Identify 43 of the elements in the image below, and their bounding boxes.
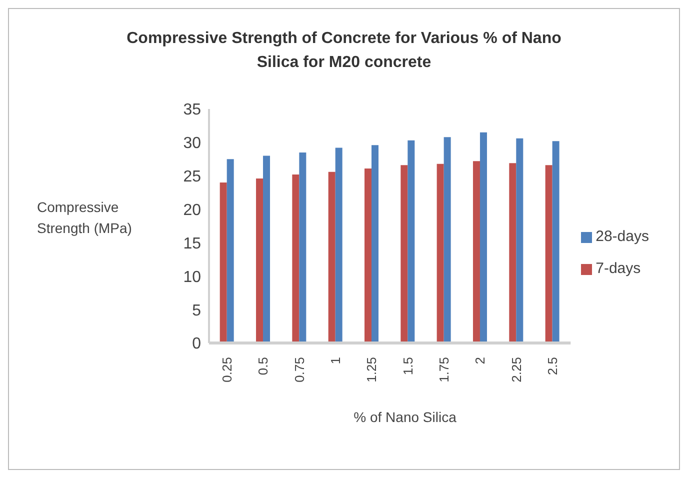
- bar: [552, 141, 560, 343]
- bar: [444, 137, 451, 343]
- bar: [545, 165, 552, 343]
- bar: [408, 140, 415, 343]
- x-axis-title: % of Nano Silica: [352, 409, 458, 425]
- x-tick-label: 2: [472, 357, 488, 364]
- bar: [364, 168, 372, 343]
- bar: [436, 164, 444, 343]
- y-tick-label: 5: [192, 302, 202, 320]
- y-tick-label: 15: [183, 235, 202, 252]
- bar: [335, 148, 342, 343]
- y-tick-label: 0: [192, 336, 202, 353]
- bar: [480, 132, 487, 343]
- x-tick-label: 2.25: [508, 357, 524, 382]
- x-tick-label: 2.5: [545, 357, 560, 376]
- x-tick-label: 1: [328, 357, 344, 364]
- legend-label: 28-days: [596, 228, 649, 245]
- y-axis-title: Compressive Strength (MPa): [37, 198, 133, 238]
- x-tick-label: 1.75: [436, 357, 452, 382]
- legend-label: 7-days: [596, 260, 641, 277]
- bar: [472, 161, 480, 343]
- bar: [372, 145, 378, 343]
- bar: [509, 163, 516, 343]
- bar: [263, 156, 270, 343]
- bar: [220, 182, 227, 343]
- bar: [299, 152, 306, 343]
- bar: [400, 165, 408, 343]
- bar: [516, 138, 524, 343]
- x-tick-label: 1.5: [400, 357, 416, 376]
- y-tick-label: 10: [183, 268, 202, 286]
- y-tick-label: 35: [183, 102, 202, 119]
- x-tick-label: 0.25: [220, 357, 235, 382]
- bar: [292, 174, 300, 343]
- y-tick-label: 30: [183, 135, 202, 152]
- y-tick-label: 25: [183, 168, 202, 186]
- bar: [226, 159, 234, 343]
- x-tick-label: 0.75: [292, 357, 307, 382]
- bar: [256, 178, 264, 343]
- y-tick-label: 20: [183, 202, 202, 219]
- bar: [328, 172, 336, 343]
- chart-title: Compressive Strength of Concrete for Various % of Nano Silica for M20 concrete: [126, 29, 562, 73]
- x-tick-label: 0.5: [256, 357, 271, 376]
- x-tick-label: 1.25: [364, 357, 380, 382]
